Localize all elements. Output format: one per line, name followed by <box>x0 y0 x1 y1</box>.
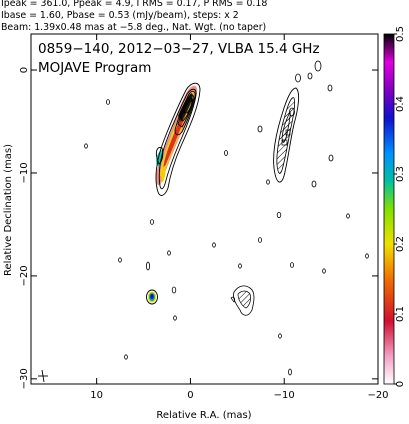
colorbar-tick-label: 0 <box>395 381 406 387</box>
y-axis-ticks: 0 −10 −20 −30 <box>19 67 378 389</box>
y-axis-label: Relative Declination (mas) <box>3 144 14 276</box>
x-tick-label: 10 <box>90 390 103 401</box>
x-tick-label: −20 <box>367 390 388 401</box>
colorbar <box>383 33 395 385</box>
plot-title-line-2: MOJAVE Program <box>38 60 152 76</box>
header-line-1: Ipeak = 361.0, Ppeak = 4.9, I RMS = 0.17… <box>1 0 268 9</box>
colorbar-tick-label: 0.3 <box>395 166 406 182</box>
y-tick-label: −20 <box>19 265 30 286</box>
diffuse-patch-contours <box>230 285 255 316</box>
compact-source <box>146 289 158 305</box>
colorbar-ticks: 0 0.1 0.2 0.3 0.4 0.5 <box>394 26 406 387</box>
x-tick-label: 0 <box>187 390 193 401</box>
plot-frame <box>30 33 379 385</box>
jet-contours <box>155 82 201 196</box>
header-line-3: Beam: 1.39x0.48 mas at −5.8 deg., Nat. W… <box>1 22 267 33</box>
colorbar-tick-label: 0.1 <box>395 306 406 322</box>
x-tick-label: −10 <box>274 390 295 401</box>
noise-contours <box>84 60 369 376</box>
plot-title-line-1: 0859−140, 2012−03−27, VLBA 15.4 GHz <box>38 41 320 57</box>
beam-marker <box>38 369 48 383</box>
colorbar-tick-label: 0.4 <box>395 96 406 112</box>
y-tick-label: −10 <box>19 162 30 183</box>
counter-jet-contours <box>273 87 300 183</box>
y-tick-label: −30 <box>19 368 30 389</box>
colorbar-tick-label: 0.5 <box>395 26 406 42</box>
header-line-2: Ibase = 1.60, Pbase = 0.53 (mJy/beam), s… <box>1 10 239 21</box>
colorbar-tick-label: 0.2 <box>395 236 406 252</box>
x-axis-label: Relative R.A. (mas) <box>156 410 251 421</box>
y-tick-label: 0 <box>19 67 30 73</box>
